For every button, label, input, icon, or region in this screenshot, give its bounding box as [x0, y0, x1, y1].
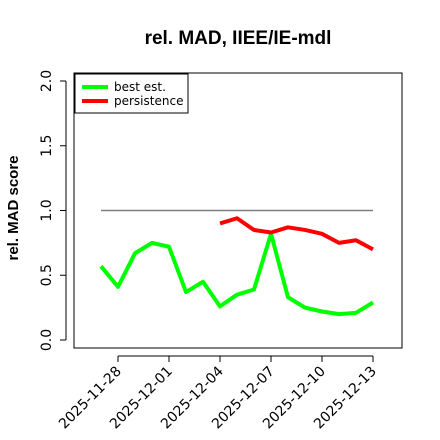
series-line-persistence	[219, 216, 374, 252]
chart-title: rel. MAD, IIEE/IE-mdl	[145, 28, 332, 49]
y-tick-label: 0.5	[39, 264, 55, 286]
series-layer	[99, 216, 375, 317]
legend: best est. persistence	[74, 73, 189, 114]
x-axis: 2025-11-282025-12-012025-12-042025-12-07…	[56, 355, 380, 432]
y-axis-label: rel. MAD score	[5, 155, 22, 260]
series-line-best-est	[99, 231, 375, 317]
y-tick-label: 1.0	[39, 199, 55, 221]
y-tick-label: 2.0	[39, 70, 55, 92]
legend-label-best-est: best est.	[114, 80, 166, 94]
plot-frame	[73, 72, 403, 349]
y-tick-label: 1.5	[39, 135, 55, 157]
legend-box	[74, 73, 189, 114]
y-axis: 0.0 0.5 1.0 1.5 2.0	[39, 70, 67, 351]
legend-label-persistence: persistence	[114, 94, 183, 108]
y-tick-label: 0.0	[39, 329, 55, 351]
